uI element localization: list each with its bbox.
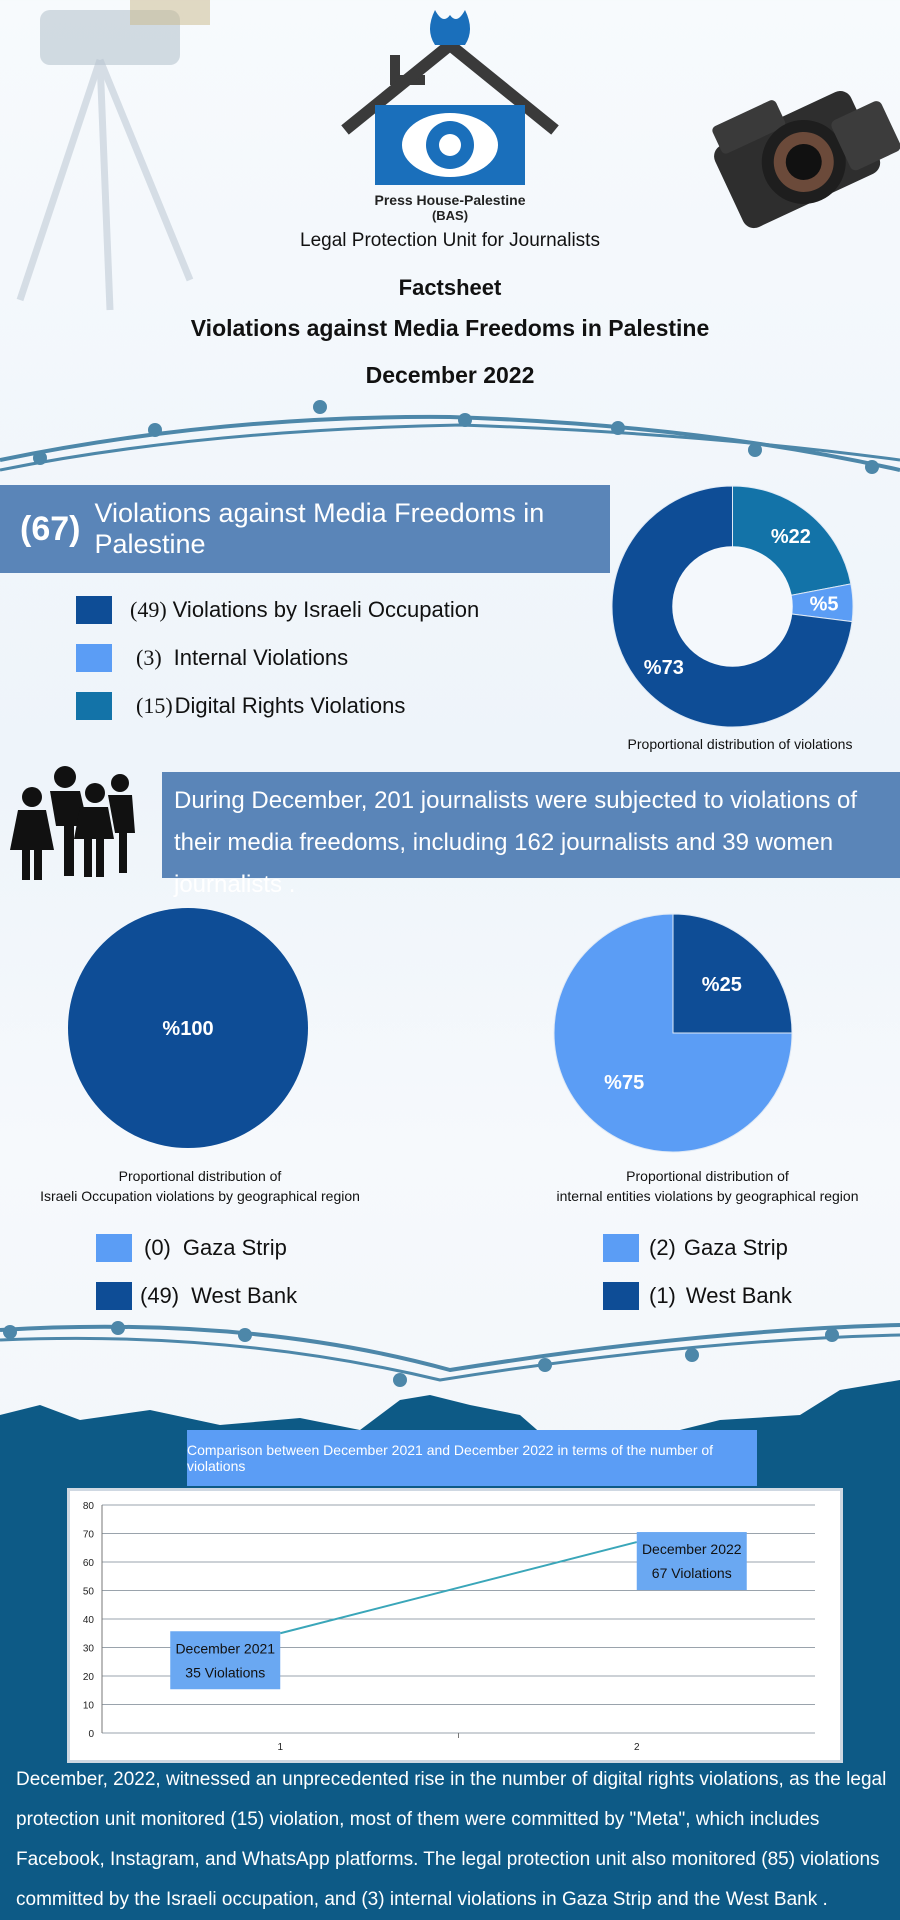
legend-label: Gaza Strip [182, 1235, 287, 1260]
data-label: 67 Violations [652, 1565, 732, 1581]
legend-label: West Bank [191, 1283, 298, 1308]
total-count: (67) [20, 509, 81, 548]
summary-paragraph: December, 2022, witnessed an unprecedent… [16, 1769, 887, 1910]
y-tick-label: 10 [83, 1701, 95, 1712]
legend-count: (1) [649, 1283, 676, 1308]
pie-slice [553, 913, 793, 1153]
tripod-camera-illustration [16, 0, 210, 311]
legend-item-westbank: (1) West Bank [603, 1282, 792, 1310]
violations-donut-chart: %22 %5 %73 [611, 485, 854, 728]
data-label-box [636, 1532, 747, 1591]
total-violations-banner: (67) Violations against Media Freedoms i… [0, 485, 610, 573]
legend-swatch [76, 596, 112, 624]
legend-label: Violations by Israeli Occupation [172, 597, 480, 622]
slice-label: %5 [810, 594, 839, 616]
x-tick-label: 1 [277, 1742, 283, 1753]
slice-label: %22 [771, 526, 811, 548]
caption-line: internal entities violations by geograph… [556, 1188, 859, 1204]
pie-slice [672, 913, 793, 1034]
slice-label: %73 [644, 657, 684, 679]
data-label: 35 Violations [185, 1664, 265, 1680]
legend-item-westbank: (49) West Bank [96, 1282, 297, 1310]
legend-count: (49) [140, 1283, 180, 1308]
org-abbr: (BAS) [431, 208, 469, 223]
legend-item-gaza: (0) Gaza Strip [96, 1234, 297, 1262]
comparison-title: Comparison between December 2021 and Dec… [187, 1430, 757, 1486]
internal-pie-caption: Proportional distribution of internal en… [510, 1166, 900, 1206]
legend-count: (15) [136, 693, 173, 718]
legend-swatch [76, 644, 112, 672]
legend-count: (3) [136, 645, 162, 670]
y-tick-label: 0 [88, 1729, 94, 1740]
x-tick-label: 2 [634, 1742, 640, 1753]
org-name: Press House-Palestine [374, 192, 526, 208]
legend-label: Digital Rights Violations [174, 693, 406, 718]
occupation-pie-chart: %100 [68, 908, 308, 1148]
page-title: Violations against Media Freedoms in Pal… [190, 315, 710, 341]
legend-count: (2) [649, 1235, 676, 1260]
legend-item-gaza: (2) Gaza Strip [603, 1234, 792, 1262]
unit-name: Legal Protection Unit for Journalists [300, 230, 600, 251]
y-tick-label: 70 [83, 1530, 95, 1541]
legend-swatch [96, 1234, 132, 1262]
caption-line: Proportional distribution of [118, 1168, 282, 1184]
y-tick-label: 40 [83, 1615, 95, 1626]
internal-legend: (2) Gaza Strip (1) West Bank [603, 1234, 792, 1310]
legend-item-occupation: (49) Violations by Israeli Occupation [76, 596, 479, 624]
legend-label: Internal Violations [173, 645, 349, 670]
caption-line: Israeli Occupation violations by geograp… [40, 1188, 360, 1204]
legend-count: (0) [144, 1235, 171, 1260]
internal-pie-chart: %25 %75 [553, 913, 793, 1153]
legend-swatch [96, 1282, 132, 1310]
pie-slice [68, 908, 308, 1148]
legend-count: (49) [130, 597, 167, 622]
y-tick-label: 50 [83, 1587, 95, 1598]
legend-swatch [603, 1234, 639, 1262]
y-tick-label: 60 [83, 1558, 95, 1569]
y-tick-label: 20 [83, 1672, 95, 1683]
caption-line: Proportional distribution of [626, 1168, 789, 1184]
series-line [280, 1541, 637, 1635]
y-tick-label: 80 [83, 1501, 95, 1512]
data-label: December 2021 [175, 1640, 275, 1656]
legend-swatch [603, 1282, 639, 1310]
legend-item-digital: (15) Digital Rights Violations [76, 692, 479, 720]
slice-label: %100 [162, 1018, 213, 1040]
violation-legend: (49) Violations by Israeli Occupation (3… [76, 596, 479, 720]
comparison-line-chart: 0 10 20 30 40 50 60 70 80 1 2 December 2021 35 Viola… [83, 1501, 815, 1753]
camera-illustration [712, 90, 900, 229]
people-icon [10, 766, 135, 880]
legend-swatch [76, 692, 112, 720]
legend-label: West Bank [685, 1283, 792, 1308]
legend-label: Gaza Strip [683, 1235, 788, 1260]
report-date: December 2022 [365, 362, 535, 388]
occupation-pie-caption: Proportional distribution of Israeli Occ… [0, 1166, 400, 1206]
factsheet-label: Factsheet [398, 275, 502, 300]
occupation-legend: (0) Gaza Strip (49) West Bank [96, 1234, 297, 1310]
donut-hole [672, 546, 793, 667]
total-label: Violations against Media Freedoms in Pal… [94, 498, 545, 559]
press-house-logo [341, 10, 559, 185]
y-tick-label: 30 [83, 1644, 95, 1655]
journalists-banner: During December, 201 journalists were su… [162, 772, 900, 898]
legend-item-internal: (3) Internal Violations [76, 644, 479, 672]
data-label-box [170, 1631, 281, 1690]
barbed-wire-divider [0, 1321, 900, 1387]
donut-caption: Proportional distribution of violations [627, 736, 853, 752]
barbed-wire-divider [0, 400, 900, 474]
data-label: December 2022 [642, 1541, 742, 1557]
slice-label: %25 [702, 974, 742, 996]
comparison-chart-frame: 0 10 20 30 40 50 60 70 80 1 2 December 2021 35 Viola… [67, 1488, 843, 1763]
slice-label: %75 [604, 1072, 644, 1094]
